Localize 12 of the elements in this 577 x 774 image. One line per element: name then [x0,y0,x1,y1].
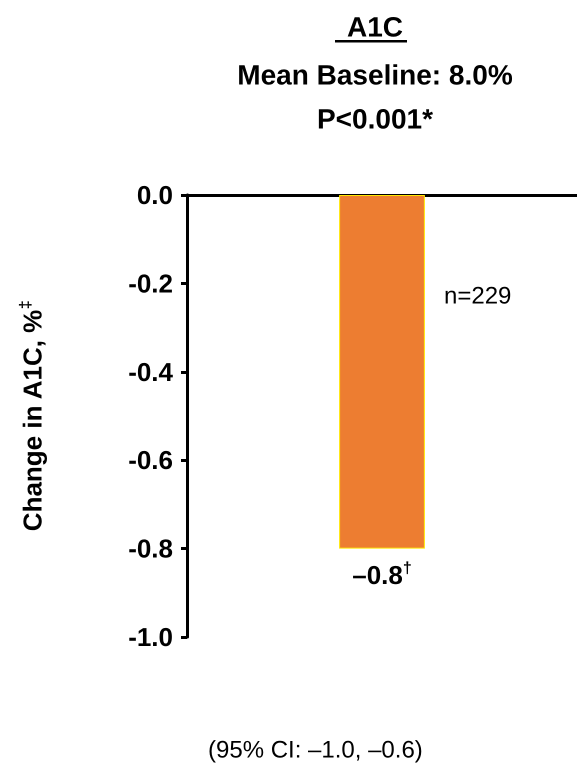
y-tick-label: -0.2 [128,268,173,298]
y-tick-label: -0.6 [128,445,173,476]
text: (95% CI: –1.0, –0.6) [208,736,423,764]
annotation: n=229 [444,282,512,310]
y-tick-label: 0.0 [136,180,173,210]
chart-subtitle: Mean Baseline: 8.0% P<0.001* [237,60,513,134]
y-tick-label: -1.0 [128,622,173,652]
chart-title: A1C [346,12,404,42]
y-tick-label: -0.4 [128,356,174,387]
y-tick-label: -0.8 [128,534,173,564]
y-axis-title: Change in A1C, %‡ [18,300,48,532]
data-label: –0.8† [352,560,412,590]
